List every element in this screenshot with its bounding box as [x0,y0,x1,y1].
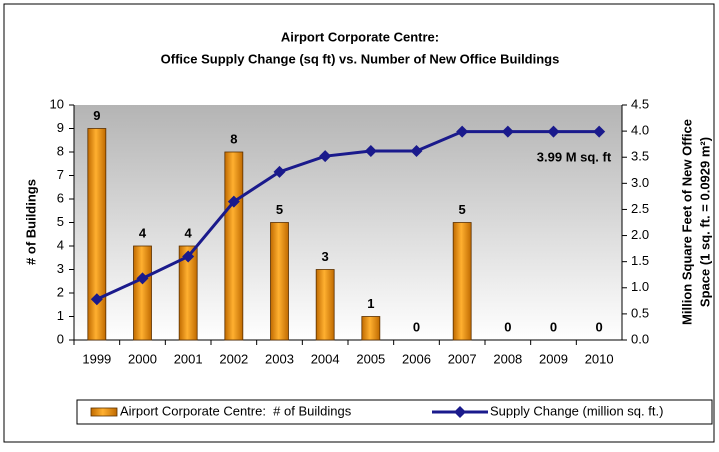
y2-tick-label: 0.0 [631,331,649,346]
line-marker [182,250,195,263]
legend-swatch [454,406,466,418]
bar [178,245,198,341]
bar-value-label: 4 [139,225,147,240]
y2-tick-label: 1.0 [631,279,649,294]
x-tick-label: 2010 [585,351,614,366]
y2-axis-label: Space (1 sq. ft. = 0.0929 m²) [697,137,712,307]
y-tick-label: 7 [57,167,64,182]
line-marker [593,125,606,138]
y-tick-label: 0 [57,331,64,346]
y-tick-label: 2 [57,284,64,299]
y-axis-label: # of Buildings [23,179,38,265]
chart-subtitle: Office Supply Change (sq ft) vs. Number … [161,51,560,66]
y2-tick-label: 1.5 [631,253,649,268]
bar-value-label: 1 [367,296,374,311]
y2-tick-label: 0.5 [631,305,649,320]
bar [452,222,472,341]
y-tick-label: 5 [57,214,64,229]
y-tick-label: 1 [57,308,64,323]
y-tick-label: 4 [57,237,64,252]
x-tick-label: 2005 [356,351,385,366]
bar-value-label: 5 [459,202,466,217]
x-tick-label: 2006 [402,351,431,366]
bar [315,269,335,341]
bar-value-label: 4 [185,225,193,240]
y2-tick-label: 4.0 [631,123,649,138]
x-tick-label: 2004 [311,351,340,366]
bar-value-label: 5 [276,202,283,217]
bar [270,222,289,341]
line-marker [90,293,103,306]
annotation: 3.99 M sq. ft [537,149,612,164]
line-marker [319,150,332,163]
line-marker [273,165,286,178]
y2-tick-label: 3.5 [631,149,649,164]
x-tick-label: 2009 [539,351,568,366]
y2-axis-label: Million Square Feet of New Office [679,119,694,325]
bar [133,245,152,341]
x-tick-label: 2001 [174,351,203,366]
x-tick-label: 2000 [128,351,157,366]
line-marker [136,272,149,285]
y-tick-label: 9 [57,120,64,135]
x-tick-label: 1999 [82,351,111,366]
bar-value-label: 9 [93,108,100,123]
x-tick-label: 2002 [219,351,248,366]
y2-tick-label: 2.0 [631,227,649,242]
chart-title: Airport Corporate Centre: [281,29,439,44]
legend-swatch [90,407,118,417]
bar-value-label: 3 [322,249,329,264]
bar-value-label: 0 [550,319,557,334]
y-tick-label: 6 [57,190,64,205]
legend-label: Airport Corporate Centre: # of Buildings [120,403,352,418]
line-marker [501,125,514,138]
line-marker [227,195,240,208]
line-marker [364,144,377,157]
y-tick-label: 3 [57,261,64,276]
y-tick-label: 8 [57,143,64,158]
x-tick-label: 2003 [265,351,294,366]
bar [224,151,244,341]
bar [87,128,107,341]
bar-value-label: 8 [230,131,237,146]
line-marker [456,125,469,138]
y2-tick-label: 3.0 [631,175,649,190]
bar-value-label: 0 [413,319,420,334]
bar-value-label: 0 [504,319,511,334]
line-marker [547,125,560,138]
x-tick-label: 2007 [448,351,477,366]
plot-area [74,105,622,340]
bar-value-label: 0 [596,319,603,334]
y2-tick-label: 4.5 [631,96,649,111]
bar [361,316,381,341]
legend-label: Supply Change (million sq. ft.) [490,403,663,418]
x-tick-label: 2008 [493,351,522,366]
supply-line [96,130,600,301]
legend-box [76,399,713,425]
y-tick-label: 10 [50,96,64,111]
y2-tick-label: 2.5 [631,201,649,216]
line-marker [410,144,423,157]
